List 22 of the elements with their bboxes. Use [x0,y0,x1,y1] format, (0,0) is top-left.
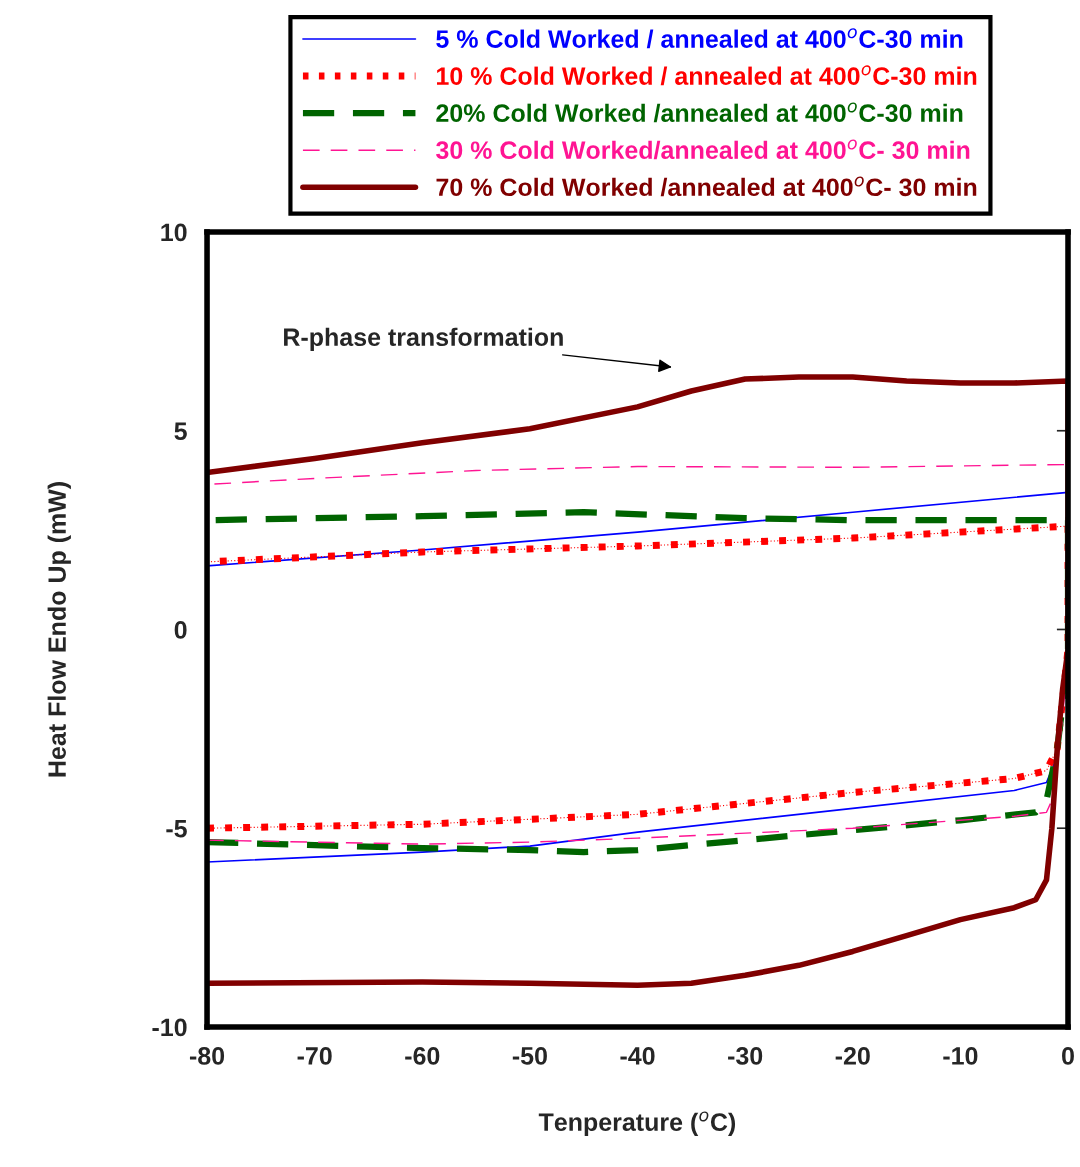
x-tick-label: -30 [728,1047,763,1065]
x-tick-label: -70 [297,1047,332,1065]
y-tick-label: -10 [152,1018,187,1037]
y-axis-title: Heat Flow Endo Up (mW) [47,482,71,777]
y-tick-label: -5 [166,820,187,838]
y-tick-label: 10 [161,223,187,242]
y-tick-label: 0 [174,621,187,639]
x-tick-label: -10 [943,1047,978,1065]
legend-label: 5 % Cold Worked / annealed at 400$^{o}$C-30 min [436,28,963,49]
legend-label: 70 % Cold Worked /annealed at 400$^{o}$C- 30 min [436,176,977,197]
x-tick-label: -60 [405,1047,440,1065]
legend-label: 10 % Cold Worked / annealed at 400$^{o}$C-30 min [437,65,977,86]
legend-label: 30 % Cold Worked/annealed at 400$^{o}$C- 30 min [436,139,970,160]
x-tick-label: -20 [835,1047,870,1065]
x-tick-label: 0 [1062,1047,1074,1065]
legend-label: 20% Cold Worked /annealed at 400$^{o}$C-30 min [436,102,963,123]
x-tick-label: -80 [189,1047,225,1065]
annotation: R-phase transformation [284,327,563,351]
y-tick-label: 5 [174,422,187,441]
x-axis-title: Tenperature ($^{o}$C) [538,1111,736,1136]
x-tick-label: -50 [512,1047,547,1065]
x-tick-label: -40 [620,1047,655,1065]
